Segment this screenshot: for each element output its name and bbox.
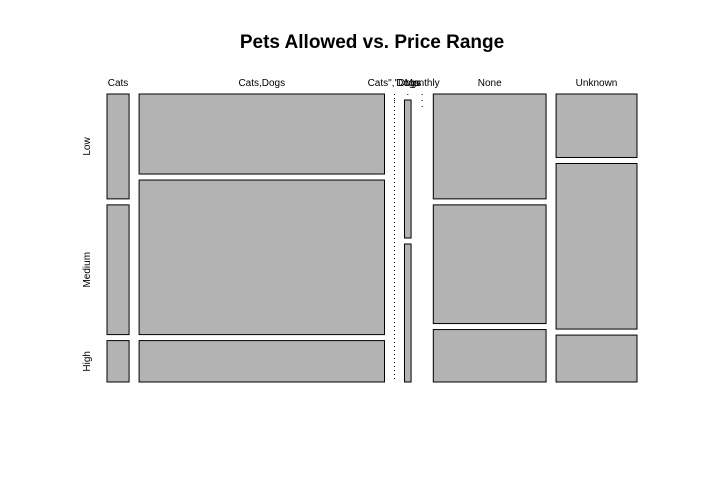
column-label-dogs: Dogs <box>396 78 419 89</box>
tile-cats-dogs-medium <box>138 179 385 336</box>
tile-none-high <box>432 329 547 383</box>
tile-unknown-medium <box>555 162 638 330</box>
tile-unknown-low <box>555 93 638 158</box>
mosaic-tiles <box>106 93 638 383</box>
column-label-monthly: Monthly <box>405 78 440 89</box>
row-label-high: High <box>82 351 93 372</box>
column-label-cats-dogs: Cats","Dogs <box>368 78 422 89</box>
row-label-low: Low <box>82 136 93 155</box>
row-labels: Low Medium High <box>82 136 93 371</box>
column-label-cats: Cats <box>108 78 129 89</box>
tile-cats-medium <box>106 204 130 336</box>
tile-unknown-high <box>555 334 638 383</box>
tile-dogs-high <box>403 243 412 383</box>
tile-cats-high <box>106 340 130 383</box>
tile-dogs-medium <box>403 99 412 239</box>
tile-none-medium <box>432 204 547 325</box>
column-label-none: None <box>478 78 502 89</box>
tile-cats-dogs-low <box>138 93 385 175</box>
row-label-medium: Medium <box>82 252 93 288</box>
column-label-unknown: Unknown <box>576 78 618 89</box>
chart-title: Pets Allowed vs. Price Range <box>240 32 504 53</box>
column-label-cats-dogs: Cats,Dogs <box>238 78 285 89</box>
tile-cats-dogs-high <box>138 340 385 383</box>
tile-cats-low <box>106 93 130 200</box>
tile-none-low <box>432 93 547 200</box>
